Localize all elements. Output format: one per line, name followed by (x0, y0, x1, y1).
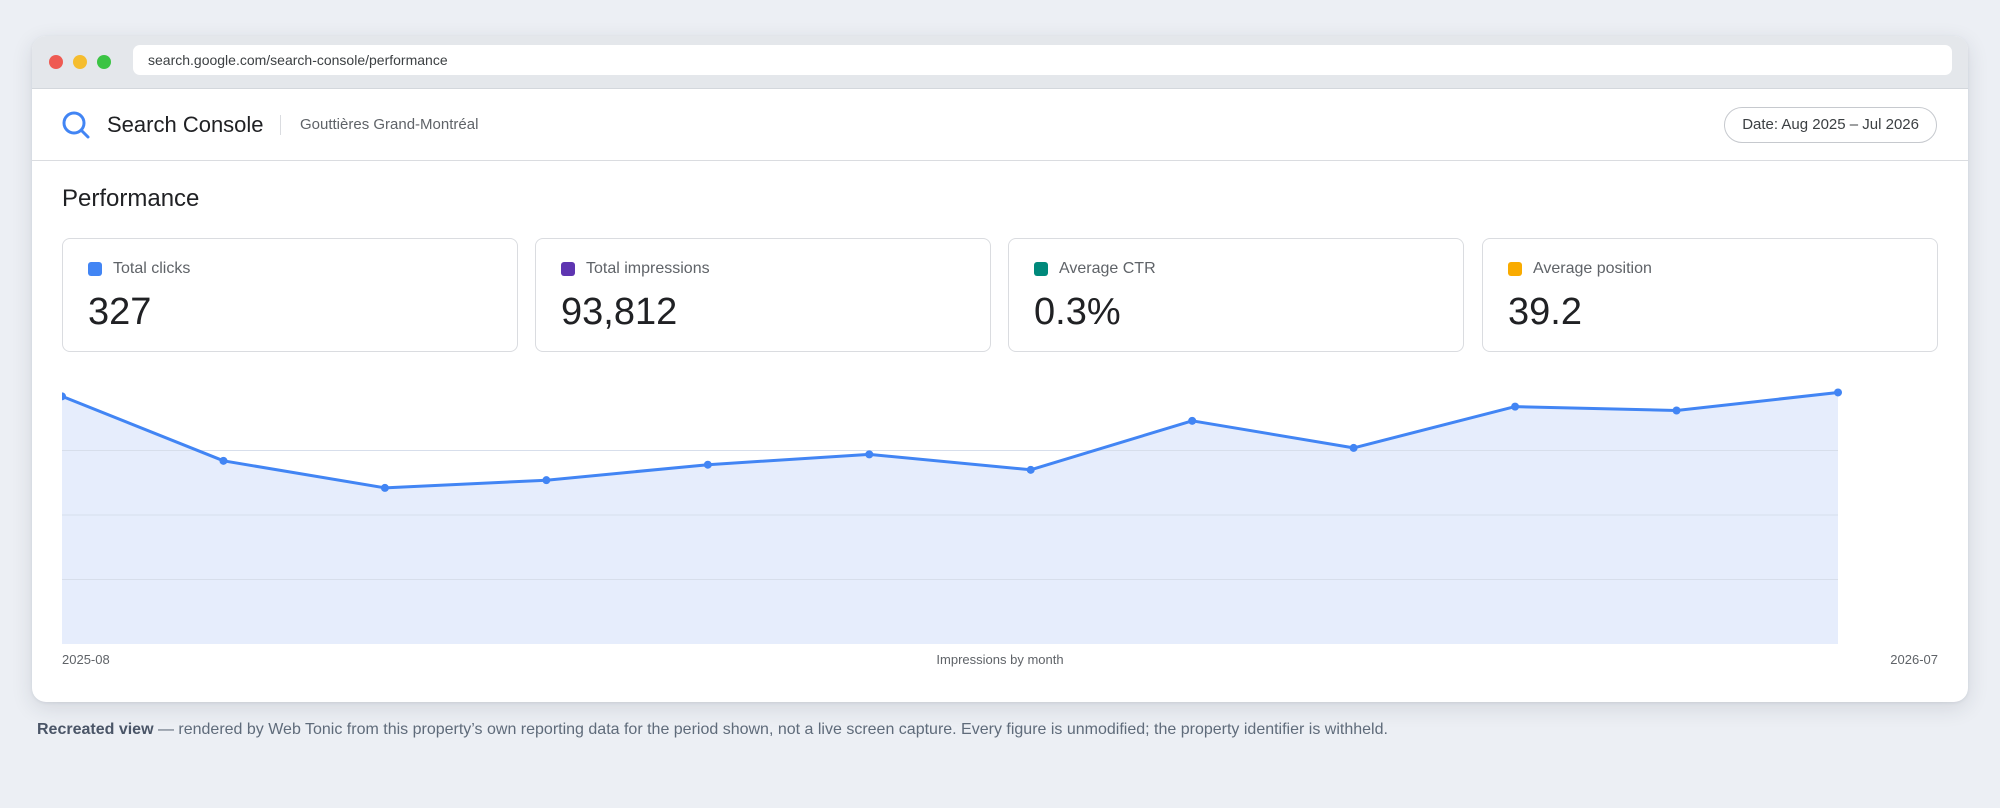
metric-value: 39.2 (1508, 291, 1582, 333)
metric-swatch (561, 262, 575, 276)
browser-window: search.google.com/search-console/perform… (32, 36, 1968, 702)
date-range-button[interactable]: Date: Aug 2025 – Jul 2026 (1724, 107, 1937, 143)
metric-card-total-impressions[interactable]: Total impressions 93,812 (535, 238, 991, 352)
metric-label: Total clicks (113, 260, 191, 277)
data-point[interactable] (865, 450, 874, 459)
impressions-area (62, 392, 1838, 644)
browser-titlebar: search.google.com/search-console/perform… (32, 36, 1968, 89)
app-header: Search Console Gouttières Grand-Montréal… (32, 89, 1968, 161)
chart-plot (62, 388, 1842, 644)
address-bar[interactable]: search.google.com/search-console/perform… (133, 45, 1952, 75)
metric-swatch (1508, 262, 1522, 276)
metric-swatch (88, 262, 102, 276)
data-point[interactable] (1349, 443, 1358, 452)
minimize-window-button[interactable] (73, 55, 87, 69)
data-point[interactable] (542, 476, 551, 485)
caption: Recreated view — rendered by Web Tonic f… (37, 720, 1388, 740)
data-point[interactable] (1511, 402, 1520, 411)
x-axis-start-label: 2025-08 (62, 652, 110, 667)
close-window-button[interactable] (49, 55, 63, 69)
data-point[interactable] (1188, 416, 1197, 425)
data-point[interactable] (1026, 465, 1035, 474)
caption-text: — rendered by Web Tonic from this proper… (153, 721, 1388, 738)
metric-value: 327 (88, 291, 152, 333)
metric-value: 93,812 (561, 291, 678, 333)
impressions-chart: 2025-08 Impressions by month 2026-07 (62, 386, 1938, 686)
metric-value: 0.3% (1034, 291, 1121, 333)
search-console-logo-icon[interactable] (61, 110, 91, 140)
data-point[interactable] (62, 392, 66, 401)
caption-bold: Recreated view (37, 721, 154, 738)
metric-label: Total impressions (586, 260, 710, 277)
metric-card-average-ctr[interactable]: Average CTR 0.3% (1008, 238, 1464, 352)
data-point[interactable] (380, 483, 389, 492)
x-axis-end-label: 2026-07 (1890, 652, 1938, 667)
property-name[interactable]: Gouttières Grand-Montréal (300, 116, 479, 133)
page-title: Performance (62, 185, 200, 212)
impressions-line (62, 391, 1839, 490)
metric-label: Average CTR (1059, 260, 1156, 277)
metric-card-total-clicks[interactable]: Total clicks 327 (62, 238, 518, 352)
data-point[interactable] (219, 456, 228, 465)
data-point[interactable] (1672, 406, 1681, 415)
metric-card-average-position[interactable]: Average position 39.2 (1482, 238, 1938, 352)
chart-title: Impressions by month (936, 652, 1064, 667)
metric-cards: Total clicks 327 Total impressions 93,81… (62, 238, 1938, 352)
header-divider (280, 115, 281, 135)
maximize-window-button[interactable] (97, 55, 111, 69)
metric-swatch (1034, 262, 1048, 276)
data-point[interactable] (703, 460, 712, 469)
metric-label: Average position (1533, 260, 1652, 277)
app-name: Search Console (107, 112, 264, 137)
data-point[interactable] (1834, 388, 1842, 397)
